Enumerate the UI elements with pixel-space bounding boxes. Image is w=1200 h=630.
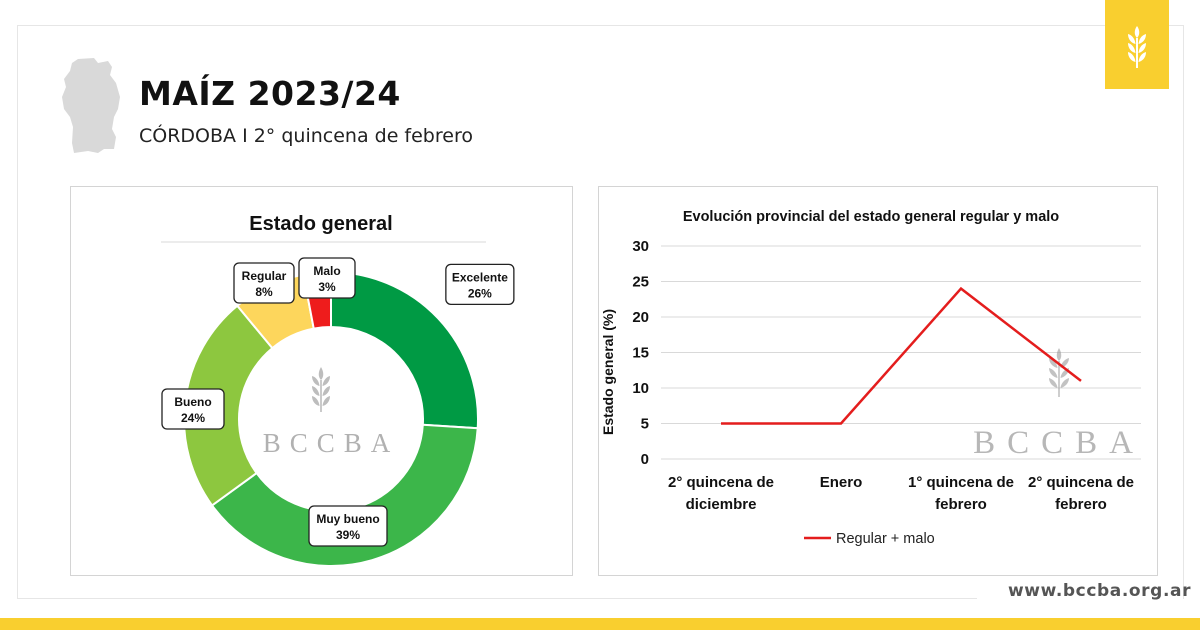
chart-title: Estado general (249, 213, 392, 235)
brand-badge (1105, 0, 1169, 89)
y-tick-label: 15 (632, 345, 649, 362)
slice-label-box (298, 257, 356, 299)
wheat-icon (1128, 26, 1146, 68)
slice-label-value: 26% (468, 286, 492, 300)
series-lines (721, 286, 1082, 425)
y-tick-label: 25 (632, 274, 649, 291)
cordoba-map-icon (62, 58, 120, 153)
slice-label-box (445, 263, 515, 306)
x-tick-label: febrero (1055, 496, 1107, 513)
slice-label: Muy bueno 39% (308, 505, 388, 547)
donut-chart-panel: Estado general BCCBA Excelente 26% Muy bue… (70, 186, 573, 576)
x-tick-label: febrero (935, 496, 987, 513)
slice-label-box (233, 262, 295, 304)
line-chart: Evolución provincial del estado general … (600, 209, 1145, 547)
y-tick-label: 5 (641, 416, 649, 433)
watermark-wheat-icon (312, 367, 330, 412)
slice-label-name: Regular (242, 269, 287, 283)
slice-label-name: Excelente (452, 270, 508, 284)
line-chart-panel: Evolución provincial del estado general … (598, 186, 1158, 576)
slice-label: Malo 3% (298, 257, 356, 299)
slice-label: Regular 8% (233, 262, 295, 304)
bottom-divider (17, 598, 977, 599)
donut-chart: Estado general BCCBA Excelente 26% Muy bue… (161, 213, 515, 567)
watermark: BCCBA (973, 348, 1145, 461)
watermark: BCCBA (263, 367, 400, 458)
x-tick-label: 2° quincena de (1028, 474, 1134, 491)
legend: Regular + malo (804, 531, 935, 547)
series-line-regular-malo (721, 286, 1082, 425)
slice-label-value: 3% (318, 280, 336, 294)
slice-label-value: 8% (255, 285, 273, 299)
x-tick-labels: 2° quincena de diciembre Enero 1° quincena … (668, 474, 1134, 513)
slice-label-box (308, 505, 388, 547)
y-axis-label: Estado general (%) (600, 309, 616, 435)
page-subtitle: CÓRDOBA I 2° quincena de febrero (139, 125, 473, 147)
page-title: MAÍZ 2023/24 (139, 74, 401, 113)
legend-label: Regular + malo (836, 531, 935, 547)
slice-label-name: Muy bueno (316, 512, 379, 526)
slice-label-name: Bueno (174, 395, 211, 409)
slice-label-value: 24% (181, 411, 205, 425)
slice-label-value: 39% (336, 528, 360, 542)
donut-slice-muy-bueno (210, 423, 479, 567)
watermark-wheat-icon (1049, 348, 1069, 397)
gridlines (661, 245, 1141, 460)
slice-label: Bueno 24% (161, 388, 225, 430)
slice-label-box (161, 388, 225, 430)
footer-bar (0, 618, 1200, 630)
y-tick-label: 30 (632, 238, 649, 255)
slice-label: Excelente 26% (445, 263, 515, 306)
chart-title: Evolución provincial del estado general … (683, 209, 1059, 225)
donut-slice-excelente (330, 270, 479, 430)
y-tick-label: 10 (632, 380, 649, 397)
footer-url[interactable]: www.bccba.org.ar (1008, 581, 1192, 601)
y-tick-label: 0 (641, 451, 649, 468)
y-tick-label: 20 (632, 309, 649, 326)
slice-labels: Excelente 26% Muy bueno 39% Bueno 24% Regular 8… (161, 257, 515, 547)
content-frame (17, 25, 1184, 599)
slice-label-name: Malo (313, 264, 340, 278)
y-tick-labels: 0 5 10 15 20 25 30 (632, 238, 649, 468)
x-tick-label: diciembre (686, 496, 757, 513)
watermark-text: BCCBA (263, 428, 400, 458)
x-tick-label: Enero (820, 474, 863, 491)
x-tick-label: 1° quincena de (908, 474, 1014, 491)
watermark-text: BCCBA (973, 425, 1145, 461)
x-tick-label: 2° quincena de (668, 474, 774, 491)
